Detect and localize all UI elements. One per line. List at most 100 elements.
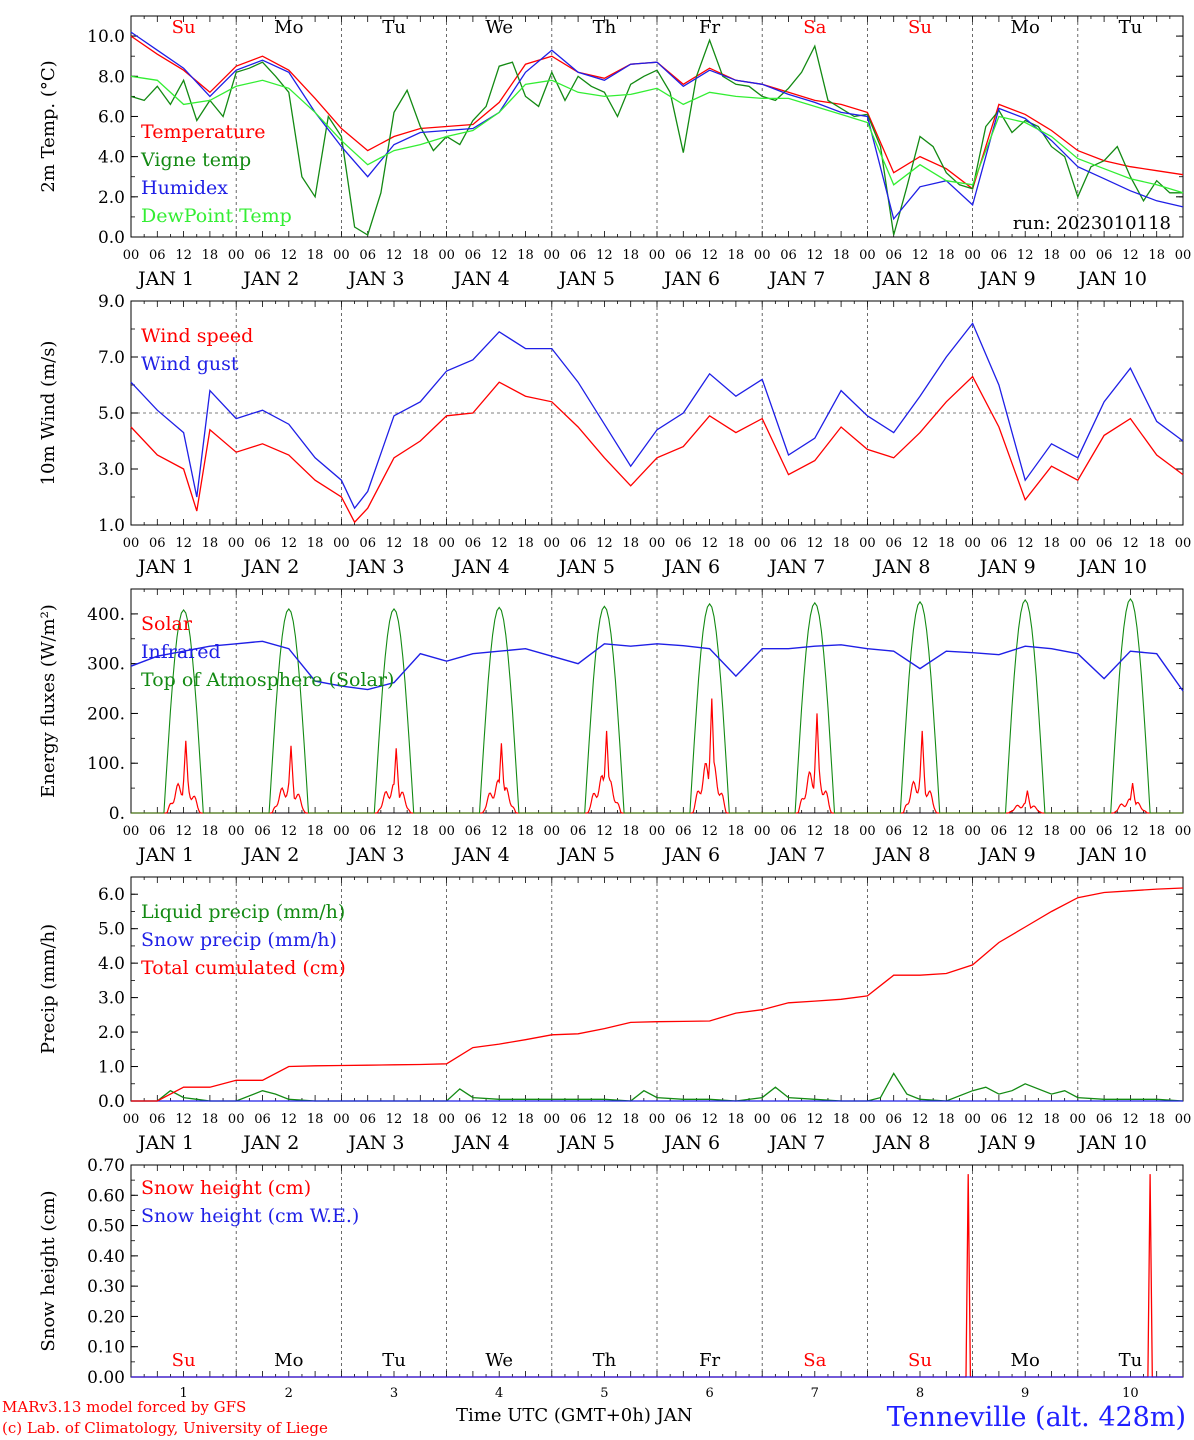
toa-curve [972, 599, 1078, 814]
y-axis-label: Energy fluxes (W/m²) [38, 604, 59, 798]
series-line-0 [130, 375, 1184, 524]
legend-entry: Liquid precip (mm/h) [141, 901, 345, 923]
toa-curve [446, 606, 552, 814]
date-label: JAN 10 [1077, 268, 1147, 290]
y-tick-label: 3.0 [98, 989, 125, 1009]
hour-tick-label: 06 [359, 824, 376, 839]
hour-tick-label: 00 [228, 248, 245, 263]
hour-tick-label: 12 [491, 824, 508, 839]
hour-tick-label: 12 [1017, 824, 1034, 839]
y-tick-label: 3.0 [98, 460, 125, 480]
hour-tick-label: 00 [649, 824, 666, 839]
weekday-label: Su [172, 17, 196, 38]
hour-tick-label: 00 [859, 824, 876, 839]
run-annotation: run: 2023010118 [1013, 213, 1171, 234]
date-label: JAN 1 [136, 556, 194, 578]
date-label: JAN 4 [452, 556, 510, 578]
solar-curve [236, 745, 342, 814]
toa-curve [131, 608, 237, 814]
weekday-label: Sa [803, 17, 826, 38]
hour-tick-label: 18 [833, 536, 850, 551]
model-credit: MARv3.13 model forced by GFS [2, 1398, 247, 1416]
panel-energy: 0. 100. 200. 300. 400. Energy fluxes (W/m²) 00… [38, 588, 1191, 866]
hour-tick-label: 00 [438, 824, 455, 839]
legend-entry: Total cumulated (cm) [141, 957, 346, 979]
hour-tick-label: 18 [1043, 248, 1060, 263]
y-tick-label: 4.0 [98, 954, 125, 974]
hour-tick-label: 12 [596, 824, 613, 839]
hour-tick-label: 06 [991, 248, 1008, 263]
series-line-1 [130, 38, 1183, 236]
weekday-label: Tu [1119, 1350, 1143, 1371]
hour-tick-label: 12 [281, 536, 298, 551]
hour-tick-label: 12 [175, 536, 192, 551]
hour-tick-label: 12 [281, 248, 298, 263]
solar-curve [446, 743, 552, 814]
hour-tick-label: 18 [1043, 824, 1060, 839]
hour-tick-label: 06 [780, 536, 797, 551]
hour-tick-label: 00 [754, 536, 771, 551]
weekday-label: Fr [699, 1350, 720, 1371]
hour-tick-label: 00 [123, 1112, 140, 1127]
hour-tick-label: 18 [938, 824, 955, 839]
toa-curve [236, 607, 342, 814]
hour-tick-label: 00 [649, 536, 666, 551]
legend-entry: Snow height (cm) [141, 1177, 311, 1199]
date-label: JAN 6 [662, 844, 720, 866]
y-tick-label: 0.0 [98, 228, 125, 248]
hour-tick-label: 18 [728, 1112, 745, 1127]
hour-tick-label: 06 [780, 824, 797, 839]
solar-curve [131, 740, 237, 814]
hour-tick-label: 06 [465, 824, 482, 839]
hour-tick-label: 12 [1122, 536, 1139, 551]
legend-entry: Vigne temp [140, 149, 251, 171]
hour-tick-label: 06 [254, 536, 271, 551]
date-label: JAN 9 [978, 268, 1036, 290]
y-tick-label: 8.0 [98, 67, 125, 87]
toa-curve [762, 601, 868, 814]
y-axis-label: Snow height (cm) [38, 1190, 59, 1351]
toa-curve [1077, 598, 1183, 814]
hour-tick-label: 00 [754, 824, 771, 839]
infrared-line [130, 640, 1184, 692]
weekday-label: Su [908, 1350, 932, 1371]
y-tick-label: 0.70 [87, 1156, 125, 1176]
hour-tick-label: 18 [938, 1112, 955, 1127]
date-label: JAN 2 [241, 268, 299, 290]
hour-tick-label: 12 [807, 824, 824, 839]
hour-tick-label: 12 [1017, 1112, 1034, 1127]
hour-tick-label: 18 [307, 1112, 324, 1127]
solar-curve [657, 698, 763, 814]
hour-tick-label: 12 [596, 248, 613, 263]
hour-tick-label: 06 [359, 248, 376, 263]
hour-tick-label: 12 [175, 248, 192, 263]
date-label: JAN 9 [978, 1132, 1036, 1154]
hour-tick-label: 18 [728, 248, 745, 263]
hour-tick-label: 06 [991, 824, 1008, 839]
hour-tick-label: 12 [807, 536, 824, 551]
hour-tick-label: 00 [1070, 248, 1087, 263]
date-label: JAN 2 [241, 844, 299, 866]
hour-tick-label: 12 [701, 824, 718, 839]
series-line-2 [130, 31, 1184, 221]
hour-tick-label: 18 [517, 1112, 534, 1127]
hour-tick-label: 12 [491, 248, 508, 263]
date-label: JAN 6 [662, 268, 720, 290]
hour-tick-label: 18 [622, 536, 639, 551]
hour-tick-label: 06 [254, 824, 271, 839]
y-axis-label: 10m Wind (m/s) [38, 341, 59, 486]
hour-tick-label: 12 [1017, 536, 1034, 551]
lab-credit: (c) Lab. of Climatology, University of L… [2, 1419, 328, 1437]
toa-curve [657, 602, 763, 814]
day-number-label: 4 [495, 1386, 503, 1401]
hour-tick-label: 00 [1070, 1112, 1087, 1127]
hour-tick-label: 18 [412, 248, 429, 263]
y-tick-label: 400. [87, 605, 125, 625]
weekday-label: Mo [1011, 17, 1040, 38]
hour-tick-label: 00 [649, 1112, 666, 1127]
hour-tick-label: 18 [622, 1112, 639, 1127]
station-name: Tenneville (alt. 428m) [886, 1402, 1186, 1433]
hour-tick-label: 06 [254, 248, 271, 263]
date-label: JAN 8 [872, 1132, 930, 1154]
